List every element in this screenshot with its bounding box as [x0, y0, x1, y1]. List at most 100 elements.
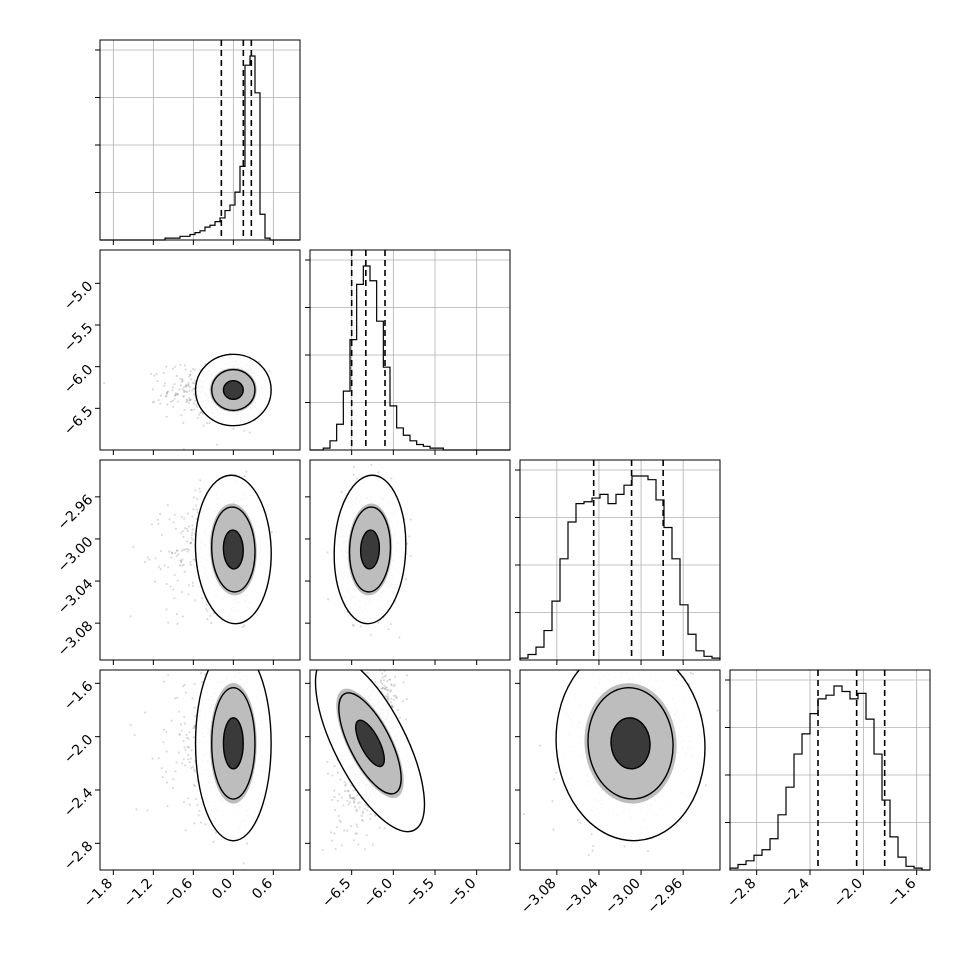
scatter-point — [191, 524, 194, 527]
scatter-point — [165, 781, 168, 784]
scatter-point — [176, 393, 179, 396]
scatter-point — [207, 661, 209, 663]
scatter-point — [351, 797, 354, 800]
scatter-point — [188, 373, 191, 376]
scatter-point — [193, 682, 196, 686]
density-core-2-0 — [223, 530, 244, 569]
scatter-point — [391, 705, 394, 708]
scatter-point — [183, 722, 186, 725]
scatter-point — [191, 697, 194, 700]
scatter-point — [187, 381, 190, 385]
scatter-point — [159, 512, 162, 516]
scatter-point — [360, 818, 364, 821]
scatter-point — [402, 681, 405, 684]
ytick-label-1-2: −5.5 — [61, 320, 96, 355]
scatter-point — [387, 697, 390, 701]
panel-frame-2-1 — [309, 459, 511, 661]
scatter-point — [352, 800, 356, 803]
scatter-point — [688, 682, 691, 685]
scatter-point — [623, 845, 626, 848]
scatter-point — [189, 541, 192, 544]
scatter-point — [173, 573, 176, 577]
scatter-point — [383, 684, 386, 687]
scatter-point — [200, 681, 204, 684]
scatter-point — [189, 757, 192, 760]
scatter-point — [189, 386, 192, 389]
scatter-point — [555, 771, 558, 774]
scatter-point — [164, 770, 168, 774]
scatter-point — [183, 715, 186, 719]
scatter-point — [216, 443, 219, 446]
scatter-point — [153, 580, 156, 583]
scatter-point — [358, 806, 361, 809]
panel-content-1-0 — [103, 353, 272, 450]
ytick-label-2-1: −3.04 — [55, 576, 97, 618]
scatter-point — [255, 655, 257, 657]
scatter-point — [129, 615, 132, 618]
scatter-point — [160, 533, 164, 537]
scatter-point — [270, 531, 273, 534]
xtick-label-2-2: −3.00 — [602, 876, 644, 918]
scatter-point — [188, 746, 191, 749]
scatter-point — [187, 584, 190, 587]
density-core-1-0 — [223, 380, 244, 400]
scatter-point — [401, 662, 403, 664]
scatter-point — [248, 431, 251, 434]
scatter-point — [204, 823, 207, 826]
scatter-point — [179, 363, 182, 366]
scatter-point — [382, 643, 384, 645]
scatter-point — [175, 374, 178, 378]
scatter-point — [347, 790, 350, 793]
scatter-point — [326, 760, 329, 763]
scatter-point — [389, 657, 391, 659]
scatter-point — [193, 770, 197, 773]
scatter-point — [182, 758, 185, 761]
scatter-point — [146, 809, 149, 812]
scatter-point — [174, 527, 178, 530]
scatter-point — [339, 820, 343, 824]
scatter-point — [180, 560, 183, 563]
contour-1-0-1 — [211, 368, 256, 412]
scatter-point — [156, 518, 159, 521]
xtick-label-3-0: −2.8 — [724, 876, 759, 911]
scatter-point — [333, 764, 336, 768]
scatter-point — [353, 796, 356, 799]
scatter-point — [381, 672, 384, 675]
scatter-point — [591, 849, 594, 852]
scatter-point — [268, 370, 271, 373]
scatter-point — [212, 840, 215, 843]
scatter-point — [180, 380, 183, 383]
histogram-panel-2 — [515, 459, 721, 661]
scatter-point — [329, 831, 332, 834]
scatter-point — [381, 687, 384, 690]
scatter-point — [156, 380, 159, 383]
scatter-point — [184, 390, 187, 393]
histogram-step-1 — [310, 265, 510, 451]
scatter-point — [166, 805, 169, 808]
scatter-point — [388, 678, 391, 681]
scatter-point — [208, 421, 211, 424]
scatter-point — [186, 550, 189, 553]
scatter-point — [186, 736, 189, 740]
scatter-point — [336, 799, 339, 803]
scatter-point — [193, 768, 196, 771]
scatter-point — [374, 814, 377, 817]
scatter-point — [165, 415, 168, 418]
density-core-3-2 — [611, 717, 651, 769]
scatter-point — [166, 390, 169, 393]
scatter-point — [176, 579, 179, 582]
scatter-point — [170, 556, 173, 559]
scatter-point — [165, 730, 168, 733]
scatter-point — [153, 374, 156, 377]
scatter-point — [355, 832, 359, 835]
scatter-point — [185, 398, 188, 401]
scatter-point — [331, 798, 334, 801]
scatter-point — [176, 392, 179, 396]
scatter-point — [181, 564, 184, 567]
scatter-point — [387, 628, 390, 631]
scatter-point — [390, 683, 393, 686]
scatter-point — [183, 527, 186, 530]
scatter-point — [579, 821, 582, 824]
contour-2-0-0 — [222, 529, 244, 570]
scatter-point — [371, 843, 374, 846]
